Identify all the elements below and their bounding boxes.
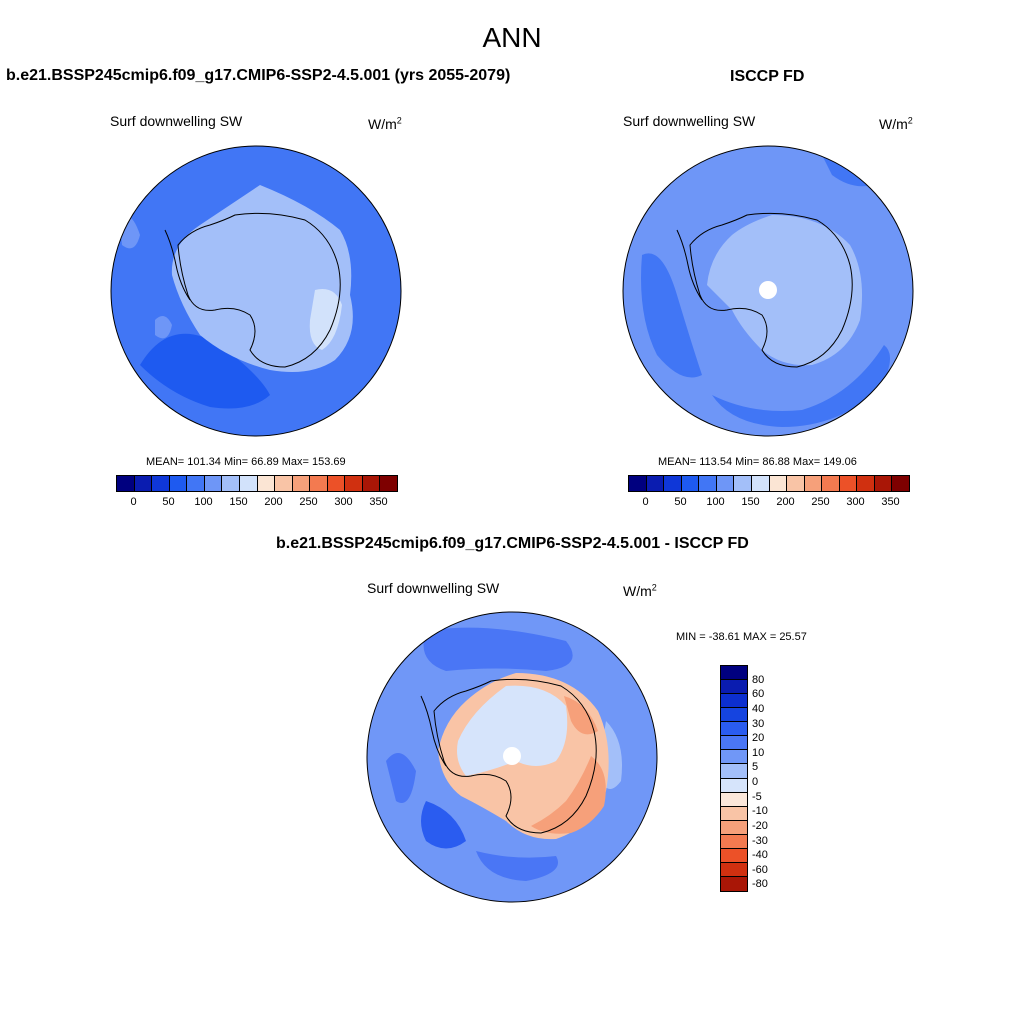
model-stats: MEAN= 101.34 Min= 66.89 Max= 153.69 xyxy=(146,456,346,468)
colorbar-tick-label: -80 xyxy=(752,878,768,891)
colorbar-tick-label: 350 xyxy=(369,496,388,508)
colorbar-tick-label: -20 xyxy=(752,819,768,832)
colorbar-swatch xyxy=(721,680,747,695)
colorbar-swatch xyxy=(822,476,840,491)
colorbar-tick-label: 10 xyxy=(752,746,765,759)
colorbar-swatch xyxy=(152,476,170,491)
colorbar-swatch xyxy=(310,476,328,491)
colorbar-tick-label: 250 xyxy=(299,496,318,508)
colorbar-tick-label: 350 xyxy=(881,496,900,508)
diff-units-label: W/m2 xyxy=(623,582,657,599)
colorbar-tick-label: 30 xyxy=(752,717,765,730)
colorbar-swatch xyxy=(716,476,735,491)
colorbar-tick-label: -5 xyxy=(752,790,762,803)
colorbar-tick-label: -30 xyxy=(752,834,768,847)
colorbar-tick-label: 40 xyxy=(752,702,765,715)
colorbar-tick-label: -60 xyxy=(752,863,768,876)
colorbar-tick-label: 100 xyxy=(706,496,725,508)
colorbar-swatch xyxy=(734,476,752,491)
colorbar-swatch xyxy=(222,476,240,491)
obs-stats: MEAN= 113.54 Min= 86.88 Max= 149.06 xyxy=(658,456,857,468)
colorbar-swatch xyxy=(721,722,747,737)
colorbar-swatch xyxy=(699,476,717,491)
obs-polar-map xyxy=(622,145,914,437)
colorbar-tick-label: 300 xyxy=(846,496,865,508)
colorbar-swatch xyxy=(721,778,747,793)
colorbar-swatch xyxy=(721,862,747,877)
colorbar-swatch xyxy=(857,476,875,491)
model-colorbar xyxy=(116,475,398,492)
colorbar-swatch xyxy=(239,476,258,491)
colorbar-swatch xyxy=(257,476,276,491)
colorbar-tick-label: 5 xyxy=(752,761,759,774)
colorbar-swatch xyxy=(275,476,293,491)
colorbar-swatch xyxy=(169,476,188,491)
model-units-label: W/m2 xyxy=(368,115,402,132)
colorbar-swatch xyxy=(204,476,223,491)
colorbar-swatch xyxy=(874,476,893,491)
colorbar-swatch xyxy=(345,476,363,491)
colorbar-swatch xyxy=(362,476,381,491)
model-polar-map xyxy=(110,145,402,437)
colorbar-swatch xyxy=(839,476,858,491)
main-title: ANN xyxy=(482,22,542,53)
colorbar-tick-label: 250 xyxy=(811,496,830,508)
obs-variable-label: Surf downwelling SW xyxy=(623,113,756,129)
colorbar-swatch xyxy=(721,876,747,891)
colorbar-swatch xyxy=(681,476,700,491)
colorbar-swatch xyxy=(721,792,747,807)
obs-panel-title: ISCCP FD xyxy=(730,68,805,85)
colorbar-tick-label: 20 xyxy=(752,732,765,745)
colorbar-tick-label: -10 xyxy=(752,805,768,818)
colorbar-tick-label: 50 xyxy=(674,496,687,508)
colorbar-tick-label: 0 xyxy=(642,496,649,508)
colorbar-tick-label: 300 xyxy=(334,496,353,508)
diff-panel-title: b.e21.BSSP245cmip6.f09_g17.CMIP6-SSP2-4.… xyxy=(276,535,749,552)
colorbar-swatch xyxy=(721,820,747,835)
colorbar-swatch xyxy=(187,476,205,491)
colorbar-swatch xyxy=(751,476,770,491)
colorbar-swatch xyxy=(629,476,647,491)
colorbar-swatch xyxy=(721,806,747,821)
colorbar-tick-label: 100 xyxy=(194,496,213,508)
colorbar-tick-label: 150 xyxy=(741,496,760,508)
colorbar-swatch xyxy=(327,476,346,491)
colorbar-swatch xyxy=(664,476,682,491)
colorbar-swatch xyxy=(721,764,747,779)
colorbar-swatch xyxy=(721,694,747,709)
colorbar-swatch xyxy=(721,834,747,849)
model-panel-title: b.e21.BSSP245cmip6.f09_g17.CMIP6-SSP2-4.… xyxy=(6,67,511,84)
colorbar-swatch xyxy=(769,476,788,491)
colorbar-tick-label: 80 xyxy=(752,673,765,686)
obs-colorbar xyxy=(628,475,910,492)
colorbar-swatch xyxy=(804,476,823,491)
diff-variable-label: Surf downwelling SW xyxy=(367,580,500,596)
model-variable-label: Surf downwelling SW xyxy=(110,113,243,129)
colorbar-swatch xyxy=(380,476,397,491)
colorbar-tick-label: 150 xyxy=(229,496,248,508)
colorbar-swatch xyxy=(787,476,805,491)
colorbar-tick-label: 60 xyxy=(752,688,765,701)
colorbar-swatch xyxy=(646,476,665,491)
colorbar-tick-label: -40 xyxy=(752,849,768,862)
colorbar-swatch xyxy=(134,476,153,491)
colorbar-tick-label: 0 xyxy=(752,776,759,788)
diff-polar-map xyxy=(366,611,658,903)
colorbar-swatch xyxy=(721,848,747,863)
obs-units-label: W/m2 xyxy=(879,115,913,132)
colorbar-tick-label: 50 xyxy=(162,496,175,508)
diff-colorbar xyxy=(720,665,748,892)
colorbar-swatch xyxy=(117,476,135,491)
colorbar-swatch xyxy=(721,708,747,723)
colorbar-swatch xyxy=(892,476,909,491)
colorbar-tick-label: 200 xyxy=(264,496,283,508)
colorbar-swatch xyxy=(721,666,747,681)
colorbar-tick-label: 0 xyxy=(130,496,137,508)
colorbar-swatch xyxy=(721,750,747,765)
colorbar-swatch xyxy=(292,476,311,491)
colorbar-tick-label: 200 xyxy=(776,496,795,508)
diff-stats: MIN = -38.61 MAX = 25.57 xyxy=(676,631,807,643)
colorbar-swatch xyxy=(721,736,747,751)
